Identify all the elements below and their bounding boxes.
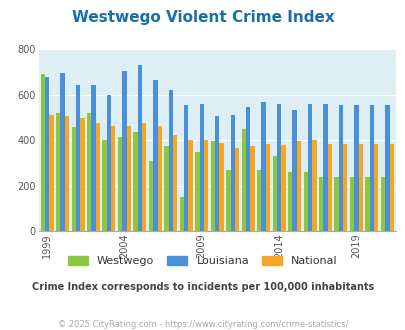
Bar [210, 141, 215, 231]
Bar [107, 95, 111, 231]
Bar [380, 177, 384, 231]
Bar [354, 105, 358, 231]
Bar [241, 129, 245, 231]
Bar [126, 125, 130, 231]
Bar [45, 77, 49, 231]
Bar [327, 144, 331, 231]
Bar [296, 141, 300, 231]
Bar [168, 90, 173, 231]
Bar [157, 125, 162, 231]
Bar [358, 144, 362, 231]
Bar [287, 172, 292, 231]
Bar [117, 137, 122, 231]
Bar [261, 102, 265, 231]
Bar [60, 73, 64, 231]
Bar [364, 177, 369, 231]
Bar [338, 105, 342, 231]
Bar [188, 140, 192, 231]
Bar [203, 140, 208, 231]
Bar [303, 172, 307, 231]
Bar [276, 104, 281, 231]
Bar [137, 65, 142, 231]
Bar [179, 197, 183, 231]
Text: Crime Index corresponds to incidents per 100,000 inhabitants: Crime Index corresponds to incidents per… [32, 282, 373, 292]
Bar [219, 143, 223, 231]
Bar [64, 116, 69, 231]
Text: © 2025 CityRating.com - https://www.cityrating.com/crime-statistics/: © 2025 CityRating.com - https://www.city… [58, 320, 347, 329]
Bar [234, 148, 239, 231]
Bar [80, 117, 84, 231]
Bar [183, 105, 188, 231]
Legend: Westwego, Louisiana, National: Westwego, Louisiana, National [64, 251, 341, 271]
Bar [322, 104, 327, 231]
Text: Westwego Violent Crime Index: Westwego Violent Crime Index [71, 10, 334, 25]
Bar [256, 170, 261, 231]
Bar [153, 80, 157, 231]
Bar [215, 116, 219, 231]
Bar [230, 115, 234, 231]
Bar [164, 146, 168, 231]
Bar [281, 145, 285, 231]
Bar [40, 75, 45, 231]
Bar [149, 161, 153, 231]
Bar [388, 144, 393, 231]
Bar [318, 177, 322, 231]
Bar [342, 144, 347, 231]
Bar [122, 71, 126, 231]
Bar [334, 177, 338, 231]
Bar [87, 113, 91, 231]
Bar [369, 105, 373, 231]
Bar [91, 85, 96, 231]
Bar [199, 104, 203, 231]
Bar [349, 177, 354, 231]
Bar [133, 132, 137, 231]
Bar [250, 146, 254, 231]
Bar [49, 115, 53, 231]
Bar [292, 110, 296, 231]
Bar [195, 151, 199, 231]
Bar [111, 125, 115, 231]
Bar [373, 144, 377, 231]
Bar [265, 144, 269, 231]
Bar [96, 123, 100, 231]
Bar [307, 104, 311, 231]
Bar [272, 156, 276, 231]
Bar [102, 140, 107, 231]
Bar [384, 105, 388, 231]
Bar [311, 140, 316, 231]
Bar [71, 127, 76, 231]
Bar [76, 85, 80, 231]
Bar [245, 107, 250, 231]
Bar [56, 113, 60, 231]
Bar [173, 135, 177, 231]
Bar [226, 170, 230, 231]
Bar [142, 123, 146, 231]
